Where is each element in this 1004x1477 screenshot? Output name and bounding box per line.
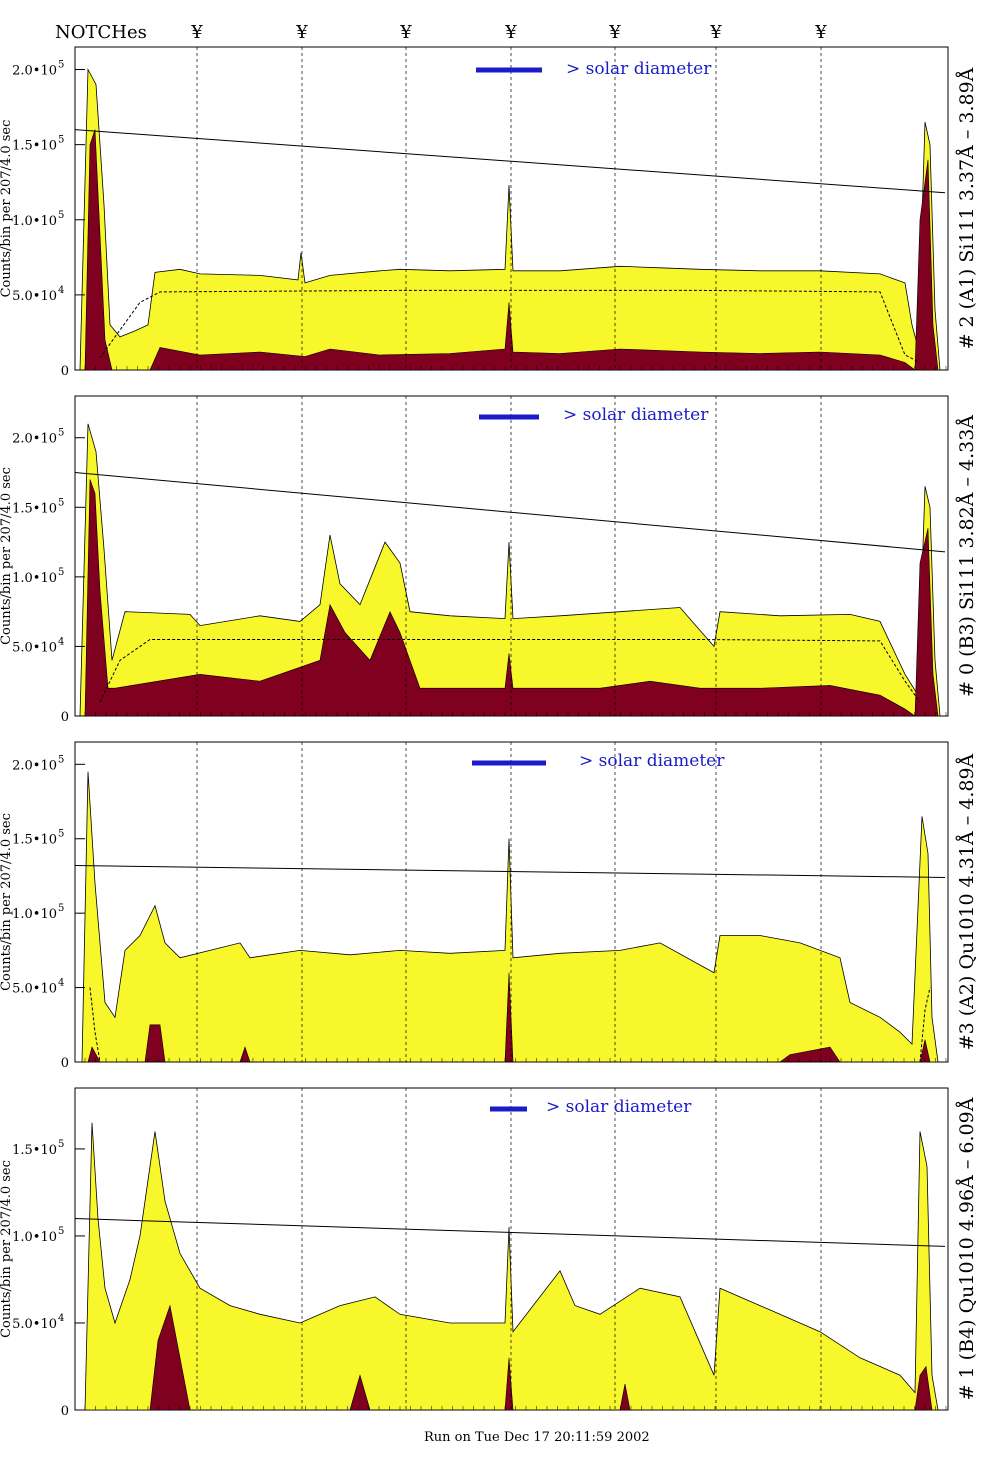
y-tick-label-4: 2.0•10 bbox=[12, 758, 57, 773]
y-axis-label: Counts/bin per 207/4.0 sec bbox=[0, 467, 14, 645]
dashed-curve bbox=[99, 639, 921, 703]
y-tick-exponent-3: 5 bbox=[58, 829, 64, 840]
dashed-curve bbox=[99, 289, 921, 363]
yellow-area-series bbox=[84, 1122, 939, 1411]
run-timestamp: Run on Tue Dec 17 20:11:59 2002 bbox=[424, 1430, 650, 1445]
y-tick-label-4: 2.0•10 bbox=[12, 432, 57, 447]
solar-diameter-label: > solar diameter bbox=[566, 59, 712, 79]
y-tick-label-2: 1.0•10 bbox=[12, 907, 57, 922]
y-tick-exponent-3: 5 bbox=[58, 135, 64, 146]
y-axis-label: Counts/bin per 207/4.0 sec bbox=[0, 120, 14, 298]
solar-diameter-label: > solar diameter bbox=[546, 1097, 692, 1117]
y-tick-label-0: 0 bbox=[61, 1404, 69, 1419]
y-tick-exponent-3: 5 bbox=[58, 1139, 64, 1150]
y-tick-label-2: 1.0•10 bbox=[12, 1230, 57, 1245]
y-tick-label-3: 1.5•10 bbox=[12, 139, 57, 154]
y-tick-label-1: 5.0•10 bbox=[12, 640, 57, 655]
dashed-curve bbox=[89, 987, 931, 1063]
y-tick-label-3: 1.5•10 bbox=[12, 501, 57, 516]
notch-marker-3: ¥ bbox=[504, 22, 517, 43]
y-axis-label: Counts/bin per 207/4.0 sec bbox=[0, 1160, 14, 1338]
y-tick-label-2: 1.0•10 bbox=[12, 571, 57, 586]
chart-panel-2: 05.0•10 41.0•10 51.5•10 52.0•10 5Counts/bin … bbox=[0, 741, 978, 1071]
panel-side-label: #3 (A2) Qu1010 4.31Å – 4.89Å bbox=[956, 753, 978, 1050]
y-tick-label-4: 2.0•10 bbox=[12, 64, 57, 79]
notch-marker-6: ¥ bbox=[814, 22, 827, 43]
chart-panel-1: 05.0•10 41.0•10 51.5•10 52.0•10 5Counts/bin … bbox=[0, 395, 978, 725]
y-tick-exponent-2: 5 bbox=[58, 210, 64, 221]
y-tick-exponent-1: 4 bbox=[58, 1313, 64, 1324]
y-tick-exponent-1: 4 bbox=[58, 285, 64, 296]
y-tick-label-2: 1.0•10 bbox=[12, 214, 57, 229]
y-tick-exponent-1: 4 bbox=[58, 978, 64, 989]
notch-marker-5: ¥ bbox=[709, 22, 722, 43]
trend-line bbox=[74, 1218, 946, 1247]
chart-panel-0: 05.0•10 41.0•10 51.5•10 52.0•10 5Counts/bin … bbox=[0, 46, 978, 379]
y-tick-label-1: 5.0•10 bbox=[12, 1317, 57, 1332]
y-tick-label-3: 1.5•10 bbox=[12, 833, 57, 848]
y-tick-exponent-2: 5 bbox=[58, 903, 64, 914]
y-tick-label-0: 0 bbox=[61, 710, 69, 725]
y-tick-exponent-1: 4 bbox=[58, 636, 64, 647]
y-tick-exponent-2: 5 bbox=[58, 567, 64, 578]
yellow-area-series bbox=[79, 67, 941, 371]
notches-label: NOTCHes bbox=[55, 22, 147, 43]
y-tick-exponent-4: 5 bbox=[58, 60, 64, 71]
panel-side-label: # 2 (A1) Si111 3.37Å – 3.89Å bbox=[956, 67, 978, 349]
notch-markers: ¥ ¥ ¥ ¥ ¥ ¥ ¥ bbox=[190, 22, 827, 43]
chart-panels: 05.0•10 41.0•10 51.5•10 52.0•10 5Counts/bin … bbox=[0, 46, 978, 1419]
trend-line bbox=[74, 129, 946, 194]
solar-diameter-label: > solar diameter bbox=[563, 405, 709, 425]
y-tick-exponent-4: 5 bbox=[58, 754, 64, 765]
y-tick-label-0: 0 bbox=[61, 1056, 69, 1071]
y-tick-label-0: 0 bbox=[61, 364, 69, 379]
maroon-area-series bbox=[84, 479, 939, 717]
trend-line bbox=[74, 472, 946, 553]
maroon-area-series bbox=[149, 1304, 933, 1411]
y-tick-exponent-4: 5 bbox=[58, 428, 64, 439]
notch-marker-0: ¥ bbox=[190, 22, 203, 43]
trend-line bbox=[74, 865, 946, 878]
y-tick-label-3: 1.5•10 bbox=[12, 1143, 57, 1158]
y-axis-label: Counts/bin per 207/4.0 sec bbox=[0, 813, 14, 991]
y-tick-exponent-2: 5 bbox=[58, 1226, 64, 1237]
yellow-area-series bbox=[79, 423, 941, 717]
notch-marker-2: ¥ bbox=[399, 22, 412, 43]
solar-diameter-label: > solar diameter bbox=[579, 751, 725, 771]
y-tick-label-1: 5.0•10 bbox=[12, 289, 57, 304]
notch-marker-4: ¥ bbox=[608, 22, 621, 43]
y-tick-label-1: 5.0•10 bbox=[12, 982, 57, 997]
panel-side-label: # 0 (B3) Si111 3.82Å – 4.33Å bbox=[956, 415, 978, 697]
panel-side-label: # 1 (B4) Qu1010 4.96Å – 6.09Å bbox=[956, 1097, 978, 1400]
notch-marker-1: ¥ bbox=[295, 22, 308, 43]
maroon-area-series bbox=[84, 129, 939, 371]
y-tick-exponent-3: 5 bbox=[58, 497, 64, 508]
